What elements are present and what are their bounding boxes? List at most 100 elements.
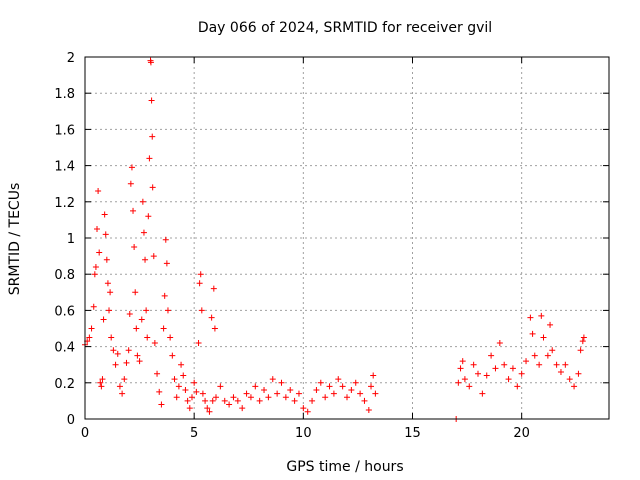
data-point [102, 231, 109, 238]
data-point [531, 352, 538, 359]
data-point [213, 394, 219, 401]
data-point [352, 379, 359, 386]
data-point [287, 387, 294, 394]
data-point [540, 334, 547, 341]
data-point [154, 370, 161, 377]
data-point [169, 352, 176, 359]
data-point [131, 244, 138, 251]
data-point [98, 383, 105, 390]
data-point [348, 387, 355, 394]
data-point [553, 361, 560, 368]
data-point [210, 285, 217, 292]
data-point [230, 394, 237, 401]
data-point [475, 370, 481, 377]
data-point [501, 361, 508, 368]
y-tick-label: 1.2 [54, 196, 75, 211]
data-point [114, 350, 121, 357]
data-point [313, 387, 320, 394]
x-tick-label: 0 [81, 426, 89, 441]
data-point [167, 334, 174, 341]
data-point [123, 359, 130, 366]
data-point [96, 249, 103, 256]
data-point [163, 260, 170, 267]
data-point [335, 376, 342, 383]
data-point [186, 405, 193, 412]
data-point [496, 339, 503, 346]
data-point [370, 372, 377, 379]
data-point [247, 394, 254, 401]
data-point [86, 334, 93, 341]
data-point [184, 397, 191, 404]
data-point [147, 59, 154, 66]
data-point [171, 376, 178, 383]
y-tick-label: 0.6 [54, 304, 75, 319]
data-point [188, 394, 195, 401]
x-tick-label: 10 [295, 426, 312, 441]
data-point [529, 330, 536, 337]
data-point [361, 397, 368, 404]
data-point [195, 339, 202, 346]
data-point [133, 325, 140, 332]
data-point [112, 361, 119, 368]
data-point [492, 365, 499, 372]
data-point [330, 390, 337, 397]
data-point [372, 390, 379, 397]
data-point [132, 289, 139, 296]
data-point [138, 316, 145, 323]
data-point [557, 368, 564, 375]
data-point [461, 376, 468, 383]
data-point [150, 253, 157, 260]
data-point [164, 307, 171, 314]
x-tick-label: 15 [404, 426, 421, 441]
data-point [291, 397, 298, 404]
data-point [226, 401, 233, 408]
data-point [527, 314, 534, 321]
data-point [134, 352, 141, 359]
data-point [88, 325, 95, 332]
data-point [173, 394, 180, 401]
data-point [344, 394, 350, 401]
data-point [94, 225, 101, 232]
data-points [82, 57, 587, 422]
data-point [197, 271, 204, 278]
data-point [243, 390, 250, 397]
data-point [544, 352, 551, 359]
data-point [261, 387, 268, 394]
data-point [326, 383, 333, 390]
data-point [148, 97, 155, 104]
data-point [234, 397, 241, 404]
data-point [146, 155, 153, 162]
data-point [127, 180, 134, 187]
data-point [121, 376, 128, 383]
data-point [143, 307, 150, 314]
data-point [116, 383, 123, 390]
y-tick-label: 1.6 [54, 123, 75, 138]
chart-title: Day 066 of 2024, SRMTID for receiver gvi… [198, 20, 492, 36]
data-point [466, 383, 473, 390]
data-point [368, 383, 375, 390]
data-point [304, 408, 311, 415]
data-point [208, 314, 215, 321]
data-point [549, 347, 556, 354]
y-tick-label: 1.4 [54, 160, 75, 175]
data-point [193, 388, 200, 395]
data-point [199, 390, 206, 397]
data-point [161, 292, 168, 299]
data-point [180, 372, 187, 379]
data-point [269, 376, 276, 383]
data-point [562, 361, 569, 368]
y-tick-label: 0.8 [54, 268, 75, 283]
data-point [204, 405, 211, 412]
data-point [575, 370, 582, 377]
data-point [538, 312, 545, 319]
data-point [136, 358, 143, 365]
data-point [130, 207, 137, 214]
data-point [206, 408, 213, 415]
data-point [108, 334, 115, 341]
data-point [278, 379, 285, 386]
data-point [470, 361, 477, 368]
data-point [178, 361, 185, 368]
y-tick-label: 0.2 [54, 377, 75, 392]
data-point [151, 339, 158, 346]
data-point [274, 390, 281, 397]
